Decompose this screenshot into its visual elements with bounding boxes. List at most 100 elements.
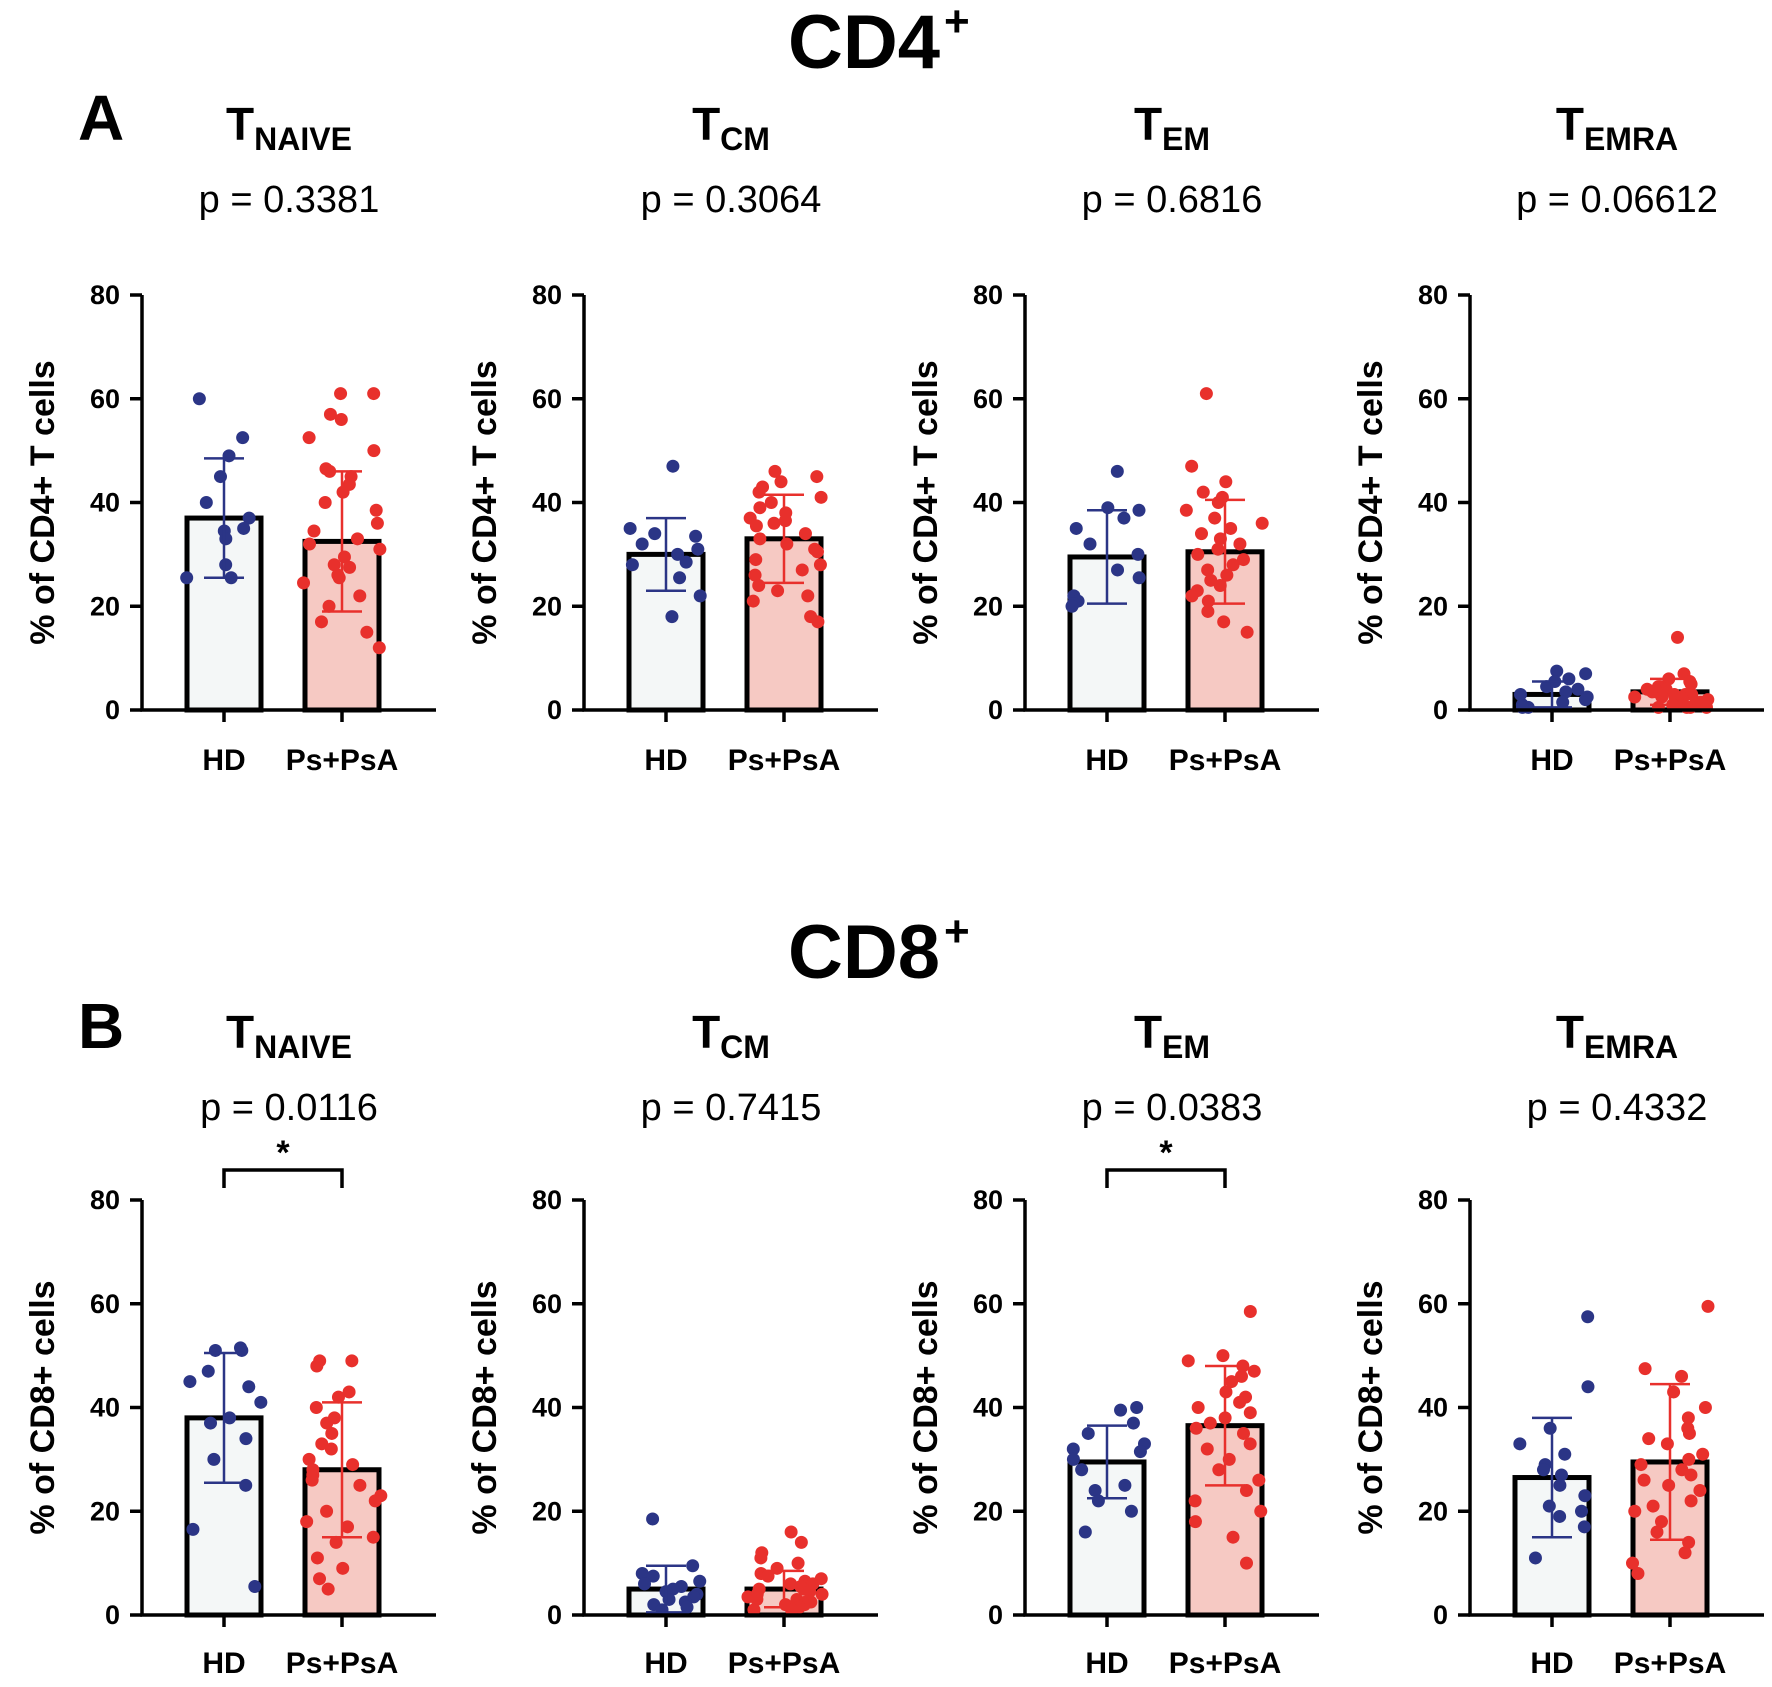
y-axis-label: % of CD4+ T cells [1352, 360, 1390, 644]
data-point [204, 1416, 218, 1430]
p-value-label: p = 0.0383 [1082, 1087, 1263, 1129]
error-bar [1087, 1424, 1127, 1500]
error-bar [764, 1569, 804, 1609]
data-point [1651, 700, 1665, 714]
data-point [353, 1478, 367, 1492]
x-category-label: HD [1085, 744, 1128, 777]
data-point [208, 1343, 222, 1357]
data-point [771, 584, 785, 598]
data-point [237, 521, 251, 535]
y-axis-label: % of CD8+ cells [1352, 1280, 1390, 1534]
data-point [1199, 387, 1213, 401]
data-point [1188, 1515, 1202, 1529]
data-point [1235, 1369, 1249, 1383]
data-point [810, 470, 824, 484]
data-point [1543, 1421, 1557, 1435]
data-point [1181, 1354, 1195, 1368]
y-tick-label: 20 [90, 1496, 120, 1526]
section-sup-cd4: + [944, 0, 970, 46]
data-point [1645, 685, 1659, 699]
data-point [341, 1520, 355, 1534]
data-point [1553, 1509, 1567, 1523]
chart-title-subscript: NAIVE [254, 1029, 352, 1065]
data-point [1254, 1504, 1268, 1518]
chart-title: TCM [692, 98, 770, 157]
data-point [332, 571, 346, 585]
y-tick-label: 60 [973, 1289, 1003, 1319]
data-point [367, 387, 381, 401]
data-point [353, 589, 367, 603]
data-point [1088, 1484, 1102, 1497]
x-category-label: Ps+PsA [1169, 744, 1282, 777]
error-bar [1087, 509, 1127, 605]
data-point [1118, 1478, 1132, 1492]
y-tick-label: 0 [1433, 695, 1448, 725]
chart-title-main: T [226, 1006, 254, 1058]
data-point [1693, 1484, 1707, 1497]
data-point [1217, 615, 1231, 629]
data-point [1528, 1551, 1542, 1565]
data-point [1083, 537, 1097, 551]
data-point [342, 1385, 356, 1399]
data-point [1110, 464, 1124, 478]
points-pspsa [297, 387, 387, 655]
x-category-label: Ps+PsA [286, 1647, 399, 1680]
data-point [1233, 1395, 1247, 1409]
y-tick-label: 80 [1418, 280, 1448, 310]
data-point [315, 1437, 329, 1451]
data-point [1201, 563, 1215, 577]
points-pspsa [741, 1525, 829, 1617]
error-bar [322, 1401, 362, 1539]
data-point [1581, 1380, 1595, 1394]
data-point [768, 464, 782, 478]
p-value-label: p = 0.06612 [1516, 179, 1718, 221]
y-tick-label: 80 [532, 1185, 562, 1215]
data-point [1126, 1416, 1140, 1430]
y-tick-label: 0 [1433, 1600, 1448, 1630]
data-point [1247, 1364, 1261, 1378]
data-point [1579, 667, 1593, 681]
data-point [1226, 1530, 1240, 1544]
data-point [1066, 1452, 1080, 1466]
section-title-cd4: CD4 [788, 0, 940, 85]
x-category-label: HD [1085, 1647, 1128, 1680]
data-point [310, 1551, 324, 1565]
data-point [646, 1512, 660, 1526]
data-point [1243, 1305, 1257, 1319]
data-point [1646, 1499, 1660, 1513]
data-point [1699, 700, 1713, 714]
y-axis-label: % of CD8+ cells [466, 1280, 504, 1534]
data-point [239, 1432, 253, 1446]
data-point [1696, 1447, 1710, 1461]
data-point [366, 1530, 380, 1544]
data-point [1219, 475, 1233, 489]
chart-cd4-em: TEM p = 0.6816 0 20 40 60 80 HD Ps+PsA % of CD4+ … [907, 98, 1319, 777]
data-point [752, 579, 766, 592]
data-point [1255, 516, 1269, 530]
error-bar [1205, 498, 1245, 605]
data-point [1680, 700, 1694, 714]
y-tick-label: 80 [1418, 1185, 1448, 1215]
data-point [764, 496, 778, 509]
data-point [810, 545, 824, 559]
data-point [1578, 1489, 1592, 1503]
y-tick-label: 20 [1418, 1496, 1448, 1526]
data-point [1536, 1463, 1550, 1477]
data-point [753, 532, 767, 546]
data-point [1196, 485, 1210, 499]
p-value-label: p = 0.4332 [1527, 1087, 1708, 1129]
x-category-label: HD [1530, 1647, 1573, 1680]
data-point [1638, 1362, 1652, 1376]
data-point [325, 1426, 339, 1440]
y-tick-label: 0 [105, 1600, 120, 1630]
data-point [635, 1567, 649, 1580]
data-point [1637, 1473, 1651, 1487]
data-point [321, 1582, 335, 1596]
x-category-label: HD [202, 744, 245, 777]
chart-title-main: T [226, 98, 254, 150]
y-tick-label: 40 [90, 488, 120, 518]
data-point [748, 568, 762, 582]
significance-bracket [222, 1168, 344, 1188]
data-point [368, 1494, 382, 1508]
